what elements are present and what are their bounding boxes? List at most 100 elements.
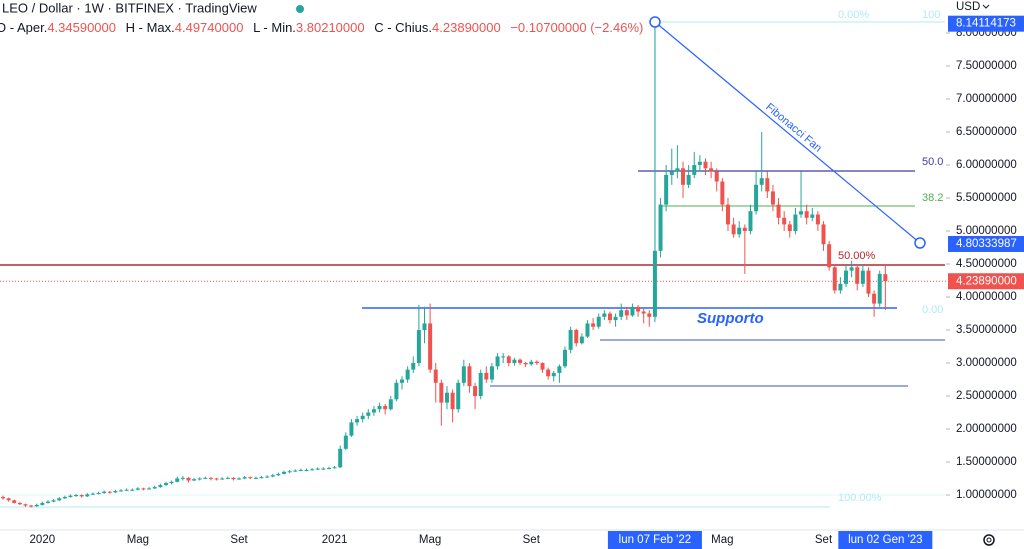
price-tag [948, 235, 1024, 252]
candle-body [360, 415, 365, 420]
candle-body [388, 399, 393, 410]
candle-body [551, 372, 556, 377]
x-tick-label: 2020 [30, 534, 56, 546]
fan-handle[interactable] [914, 237, 926, 249]
gear[interactable] [983, 534, 995, 546]
candle-body [152, 487, 157, 489]
fan-line [654, 21, 921, 244]
candle-body [641, 311, 646, 314]
candle-body [107, 491, 112, 493]
candle-body [461, 366, 466, 383]
candle-body [849, 267, 854, 271]
candle-body [518, 359, 523, 364]
candle-body [484, 372, 489, 380]
candle-body [203, 477, 208, 479]
candle-body [62, 496, 67, 499]
candle-body [338, 448, 343, 468]
candle-body [17, 502, 22, 505]
candle-body [416, 330, 421, 364]
candle-body [321, 468, 326, 470]
candle-body [489, 366, 494, 380]
candle-body [282, 471, 286, 474]
chevron[interactable] [982, 4, 990, 9]
candle-body [450, 392, 455, 410]
candle-body [377, 405, 382, 410]
candle-body [534, 361, 539, 364]
settings-icon[interactable] [983, 534, 995, 546]
gear-center[interactable] [986, 537, 992, 543]
candle-body [29, 505, 34, 507]
candle-body [265, 476, 270, 478]
status-dot [296, 5, 304, 13]
legend: LEO / Dollar · 1W · BITFINEX · TradingVi… [0, 0, 643, 35]
candle-body [428, 323, 433, 370]
candle-body [815, 214, 820, 225]
candle-body [242, 477, 247, 479]
candle-body [57, 498, 62, 501]
candle-body [411, 363, 416, 370]
candle-body [782, 217, 787, 225]
candle-body [23, 504, 28, 506]
candle-body [675, 168, 680, 172]
x-label-highlight [838, 531, 933, 549]
candle-body [343, 435, 348, 449]
ohlc-key: O - Aper. [0, 20, 47, 35]
candle-body [714, 171, 719, 182]
x-tick-label: lun 07 Feb '22 [619, 534, 692, 546]
ohlc-value: 4.23890000 [432, 20, 501, 35]
candle-body [304, 469, 309, 471]
y-tick-label: 7.00000000 [956, 93, 1017, 105]
candles [1, 23, 888, 508]
candle-body [1, 496, 5, 499]
candle-body [787, 224, 792, 232]
candle-body [90, 493, 95, 495]
candle-body [686, 174, 691, 185]
y-tick-label: 3.50000000 [956, 324, 1017, 336]
y-tick-label: 4.50000000 [956, 258, 1017, 270]
x-tick-label: Set [230, 534, 248, 546]
candle-body [579, 336, 584, 344]
candle-body [208, 477, 213, 479]
candle-body [860, 270, 865, 284]
candle-body [135, 488, 140, 490]
candle-body [298, 469, 303, 471]
fan-level-label: 100 [922, 9, 940, 21]
candle-body [74, 495, 79, 497]
candle-body [883, 274, 888, 282]
x-tick-label: Mag [419, 534, 441, 546]
price-tag [948, 273, 1024, 290]
candle-body [664, 174, 669, 205]
x-tick-label: Set [523, 534, 541, 546]
candle-body [591, 323, 596, 327]
candle-body [759, 178, 764, 185]
candle-body [6, 498, 11, 501]
candle-body [383, 405, 388, 410]
candle-body [158, 485, 163, 488]
price-axis: USD 1.00000000 1.50000000 2.00000000 2.5000… [946, 0, 1024, 530]
candle-body [647, 313, 652, 317]
fan-handle[interactable] [649, 16, 661, 28]
ohlc-value: 4.49740000 [175, 20, 244, 35]
candle-body [512, 359, 517, 364]
fan-level-label: 0.00% [838, 9, 869, 21]
candle-body [658, 204, 663, 251]
candle-body [444, 392, 449, 403]
candle-body [613, 316, 618, 321]
candle-body [877, 273, 882, 304]
candle-body [180, 477, 185, 479]
candle-body [85, 494, 90, 497]
fan-level-label: 100.00% [838, 492, 882, 504]
candle-body [844, 270, 848, 284]
candle-body [838, 283, 843, 291]
candle-body [703, 161, 708, 169]
candle-body [630, 306, 635, 316]
candle-body [574, 330, 579, 344]
candle-body [546, 369, 551, 377]
candle-body [96, 493, 101, 495]
y-tick-label: 3.00000000 [956, 357, 1017, 369]
candle-body [366, 412, 371, 416]
candle-body [422, 323, 427, 331]
candle-body [467, 366, 472, 387]
